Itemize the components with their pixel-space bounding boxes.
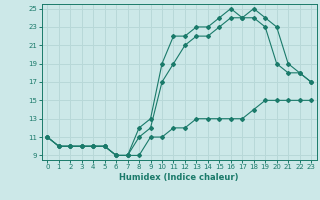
X-axis label: Humidex (Indice chaleur): Humidex (Indice chaleur) [119, 173, 239, 182]
